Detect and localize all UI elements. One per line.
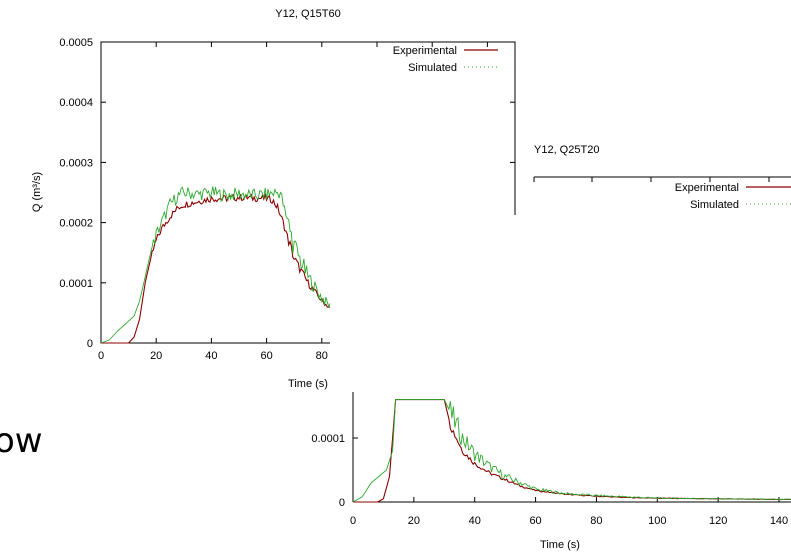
chart1-xtick-label: 0 xyxy=(98,350,104,362)
chart2-series-simulated xyxy=(353,399,791,503)
chart2-lower-panel: 0 20 40 60 80 100 120 140 0 0.0001 xyxy=(311,215,791,527)
chart1-ytick-label: 0.0002 xyxy=(59,218,93,230)
chart1-ytick-label: 0 xyxy=(87,338,93,350)
chart1-legend-simulated: Simulated xyxy=(408,62,457,74)
chart2-xlabel: Time (s) xyxy=(540,539,580,551)
chart2-series xyxy=(353,399,791,503)
chart2-ytick-label: 0 xyxy=(339,497,345,509)
chart2-ytick-label: 0.0001 xyxy=(311,433,345,445)
chart1-ytick-label: 0.0004 xyxy=(59,97,93,109)
chart2-xtick-label: 80 xyxy=(590,515,602,527)
chart2-xtick-label: 140 xyxy=(770,515,788,527)
chart2-legend-simulated: Simulated xyxy=(690,199,739,211)
chart1-xtick-label: 40 xyxy=(205,350,217,362)
chart2-xtick-label: 0 xyxy=(350,515,356,527)
chart1-xtick-label: 20 xyxy=(150,350,162,362)
slide-text-fragment: ow xyxy=(0,421,43,461)
chart1-ylabel: Q (m³/s) xyxy=(31,172,43,212)
chart2-xtick-label: 100 xyxy=(648,515,666,527)
chart-q15t60: Y12, Q15T60 Time (s) Q (m³/s) 0204060801… xyxy=(31,8,516,390)
chart1-legend-experimental: Experimental xyxy=(393,45,457,57)
chart1-xtick-label: 60 xyxy=(260,350,272,362)
chart1-ytick-label: 0.0003 xyxy=(59,157,93,169)
chart1-legend: Experimental Simulated xyxy=(393,45,498,74)
chart1-ytick-label: 0.0005 xyxy=(59,37,93,49)
chart2-xtick-label: 120 xyxy=(709,515,727,527)
chart-q25t20: Y12, Q25T20 Experimental Simulated 0 20 40… xyxy=(311,144,791,551)
chart2-xtick-label: 60 xyxy=(529,515,541,527)
chart1-xtick-label: 80 xyxy=(316,350,328,362)
chart2-top-axis xyxy=(533,176,791,182)
chart1-xlabel: Time (s) xyxy=(288,378,328,390)
chart2-xtick-label: 20 xyxy=(408,515,420,527)
chart1-ytick-label: 0.0001 xyxy=(59,278,93,290)
chart2-legend-experimental: Experimental xyxy=(675,182,739,194)
chart2-xtick-label: 40 xyxy=(469,515,481,527)
chart1-plot-frame xyxy=(100,41,516,344)
chart2-title: Y12, Q25T20 xyxy=(534,144,599,156)
chart2-occluding-region xyxy=(330,215,791,391)
chart2-series-experimental xyxy=(353,399,791,503)
chart1-title: Y12, Q15T60 xyxy=(275,8,340,20)
